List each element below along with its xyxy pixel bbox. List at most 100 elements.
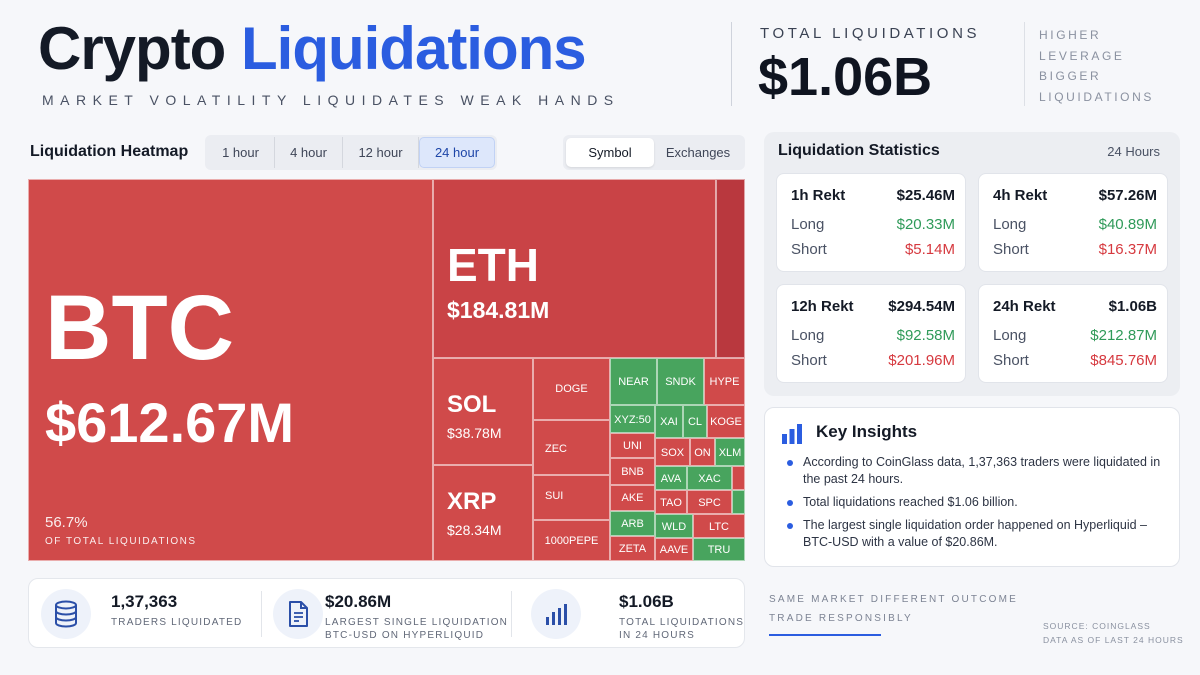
heatmap-cell-xai[interactable]: XAI bbox=[655, 405, 683, 438]
xrp-value: $28.34M bbox=[447, 522, 502, 538]
card-total: $294.54M bbox=[888, 298, 955, 315]
heatmap-cell-other[interactable] bbox=[716, 179, 745, 358]
tagline-line: HIGHER bbox=[1039, 28, 1102, 42]
insights-list: According to CoinGlass data, 1,37,363 tr… bbox=[787, 454, 1167, 557]
card-name: 1h Rekt bbox=[791, 187, 846, 204]
card-name: 4h Rekt bbox=[993, 187, 1048, 204]
heatmap-title: Liquidation Heatmap bbox=[30, 143, 189, 160]
total-liquidations-label: TOTAL LIQUIDATIONS bbox=[760, 25, 981, 42]
tab-12-hour[interactable]: 12 hour bbox=[343, 137, 419, 168]
footer-source: SOURCE: COINGLASS DATA AS OF LAST 24 HOU… bbox=[1043, 621, 1184, 645]
long-label: Long bbox=[791, 327, 825, 344]
stat-card-12h: 12h Rekt $294.54M Long $92.58M Short $201.9… bbox=[776, 284, 966, 383]
heatmap-cell-arb[interactable]: ARB bbox=[610, 511, 655, 536]
long-label: Long bbox=[993, 327, 1027, 344]
document-icon bbox=[273, 589, 323, 639]
liquidation-statistics-panel: Liquidation Statistics 24 Hours 1h Rekt $… bbox=[764, 132, 1180, 396]
short-value: $16.37M bbox=[1098, 241, 1157, 258]
heatmap-cell-1000pepe[interactable]: 1000PEPE bbox=[533, 520, 610, 561]
tab-24-hour[interactable]: 24 hour bbox=[419, 137, 495, 168]
heatmap-cell-eth[interactable]: ETH $184.81M bbox=[433, 179, 716, 358]
heatmap-cell-ake[interactable]: AKE bbox=[610, 485, 655, 511]
short-value: $201.96M bbox=[888, 352, 955, 369]
heatmap-cell-ava[interactable]: AVA bbox=[655, 466, 687, 490]
heatmap-cell-sox[interactable]: SOX bbox=[655, 438, 690, 466]
card-total: $25.46M bbox=[896, 187, 955, 204]
header-divider-2 bbox=[1024, 22, 1025, 106]
heatmap-cell-other-3[interactable] bbox=[732, 490, 745, 514]
summary-stats-bar: 1,37,363 TRADERS LIQUIDATED $20.86M LARG… bbox=[28, 578, 745, 648]
page-title: Crypto Liquidations bbox=[38, 14, 587, 84]
stat-value: 1,37,363 bbox=[111, 592, 178, 611]
heatmap-cell-hype[interactable]: HYPE bbox=[704, 358, 745, 405]
heatmap-cell-xyz50[interactable]: XYZ:50 bbox=[610, 405, 655, 433]
time-range-tabs: 1 hour 4 hour 12 hour 24 hour bbox=[205, 135, 497, 170]
view-tabs: Symbol Exchanges bbox=[563, 135, 745, 170]
heatmap-cell-btc[interactable]: BTC $612.67M 56.7% OF TOTAL LIQUIDATIONS bbox=[28, 179, 433, 561]
heatmap-cell-xlm[interactable]: XLM bbox=[715, 438, 745, 466]
page-subtitle: MARKET VOLATILITY LIQUIDATES WEAK HANDS bbox=[42, 92, 620, 108]
heatmap-cell-on[interactable]: ON bbox=[690, 438, 715, 466]
insight-item: According to CoinGlass data, 1,37,363 tr… bbox=[787, 454, 1167, 488]
stat-label: LARGEST SINGLE LIQUIDATION BTC-USD ON HY… bbox=[325, 617, 509, 641]
stat-card-24h: 24h Rekt $1.06B Long $212.87M Short $845.76… bbox=[978, 284, 1168, 383]
insights-title: Key Insights bbox=[816, 422, 918, 441]
insight-item: The largest single liquidation order hap… bbox=[787, 517, 1167, 551]
heatmap-cell-zeta[interactable]: ZETA bbox=[610, 536, 655, 561]
heatmap-cell-tao[interactable]: TAO bbox=[655, 490, 687, 514]
heatmap-cell-cl[interactable]: CL bbox=[683, 405, 707, 438]
heatmap-cell-xrp[interactable]: XRP $28.34M bbox=[433, 465, 533, 561]
xrp-symbol: XRP bbox=[447, 488, 497, 515]
heatmap-cell-bnb[interactable]: BNB bbox=[610, 458, 655, 485]
heatmap-cell-sol[interactable]: SOL $38.78M bbox=[433, 358, 533, 465]
statistics-title: Liquidation Statistics bbox=[778, 142, 940, 159]
heatmap-cell-aave[interactable]: AAVE bbox=[655, 538, 693, 561]
heatmap-cell-koge[interactable]: KOGE bbox=[707, 405, 745, 438]
key-insights-panel: Key Insights According to CoinGlass data… bbox=[764, 407, 1180, 567]
short-label: Short bbox=[791, 352, 827, 369]
heatmap-cell-xac[interactable]: XAC bbox=[687, 466, 732, 490]
eth-symbol: ETH bbox=[447, 239, 539, 291]
tab-symbol[interactable]: Symbol bbox=[566, 138, 654, 167]
heatmap-cell-wld[interactable]: WLD bbox=[655, 514, 693, 538]
stat-label: TRADERS LIQUIDATED bbox=[111, 617, 243, 628]
heatmap-cell-ltc[interactable]: LTC bbox=[693, 514, 745, 538]
tab-1-hour[interactable]: 1 hour bbox=[207, 137, 275, 168]
liquidation-heatmap: BTC $612.67M 56.7% OF TOTAL LIQUIDATIONS… bbox=[28, 179, 745, 561]
heatmap-cell-uni[interactable]: UNI bbox=[610, 433, 655, 458]
stat-traders-liquidated: 1,37,363 TRADERS LIQUIDATED bbox=[29, 579, 254, 649]
heatmap-cell-doge[interactable]: DOGE bbox=[533, 358, 610, 420]
short-label: Short bbox=[791, 241, 827, 258]
long-label: Long bbox=[993, 216, 1027, 233]
card-name: 12h Rekt bbox=[791, 298, 854, 315]
long-label: Long bbox=[791, 216, 825, 233]
heatmap-cell-tru[interactable]: TRU bbox=[693, 538, 745, 561]
short-label: Short bbox=[993, 352, 1029, 369]
tagline-line: LEVERAGE bbox=[1039, 48, 1125, 63]
footer-accent-line bbox=[769, 634, 881, 636]
bar-chart-icon bbox=[531, 589, 581, 639]
heatmap-cell-sndk[interactable]: SNDK bbox=[657, 358, 704, 405]
statistics-range: 24 Hours bbox=[1107, 144, 1160, 159]
heatmap-cell-sui[interactable]: SUI bbox=[533, 475, 610, 520]
database-icon bbox=[41, 589, 91, 639]
stat-divider bbox=[261, 591, 262, 637]
footer-slogan: SAME MARKET DIFFERENT OUTCOME bbox=[769, 594, 1019, 605]
tab-4-hour[interactable]: 4 hour bbox=[275, 137, 343, 168]
tab-exchanges[interactable]: Exchanges bbox=[665, 145, 731, 160]
heatmap-cell-near[interactable]: NEAR bbox=[610, 358, 657, 405]
tagline-line: LIQUIDATIONS bbox=[1039, 89, 1154, 104]
stat-label: TOTAL LIQUIDATIONS IN 24 HOURS bbox=[619, 617, 745, 641]
total-liquidations-value: $1.06B bbox=[758, 47, 933, 107]
stat-total-liquidations: $1.06B TOTAL LIQUIDATIONS IN 24 HOURS bbox=[511, 579, 746, 649]
stat-divider bbox=[511, 591, 512, 637]
tagline: HIGHER LEVERAGE BIGGER LIQUIDATIONS bbox=[1039, 25, 1154, 107]
card-total: $57.26M bbox=[1098, 187, 1157, 204]
bar-chart-icon bbox=[781, 424, 803, 449]
heatmap-cell-spc[interactable]: SPC bbox=[687, 490, 732, 514]
long-value: $20.33M bbox=[896, 216, 955, 233]
stat-value: $20.86M bbox=[325, 592, 392, 611]
heatmap-cell-zec[interactable]: ZEC bbox=[533, 420, 610, 475]
btc-value: $612.67M bbox=[45, 391, 295, 454]
heatmap-cell-other-2[interactable] bbox=[732, 466, 745, 490]
